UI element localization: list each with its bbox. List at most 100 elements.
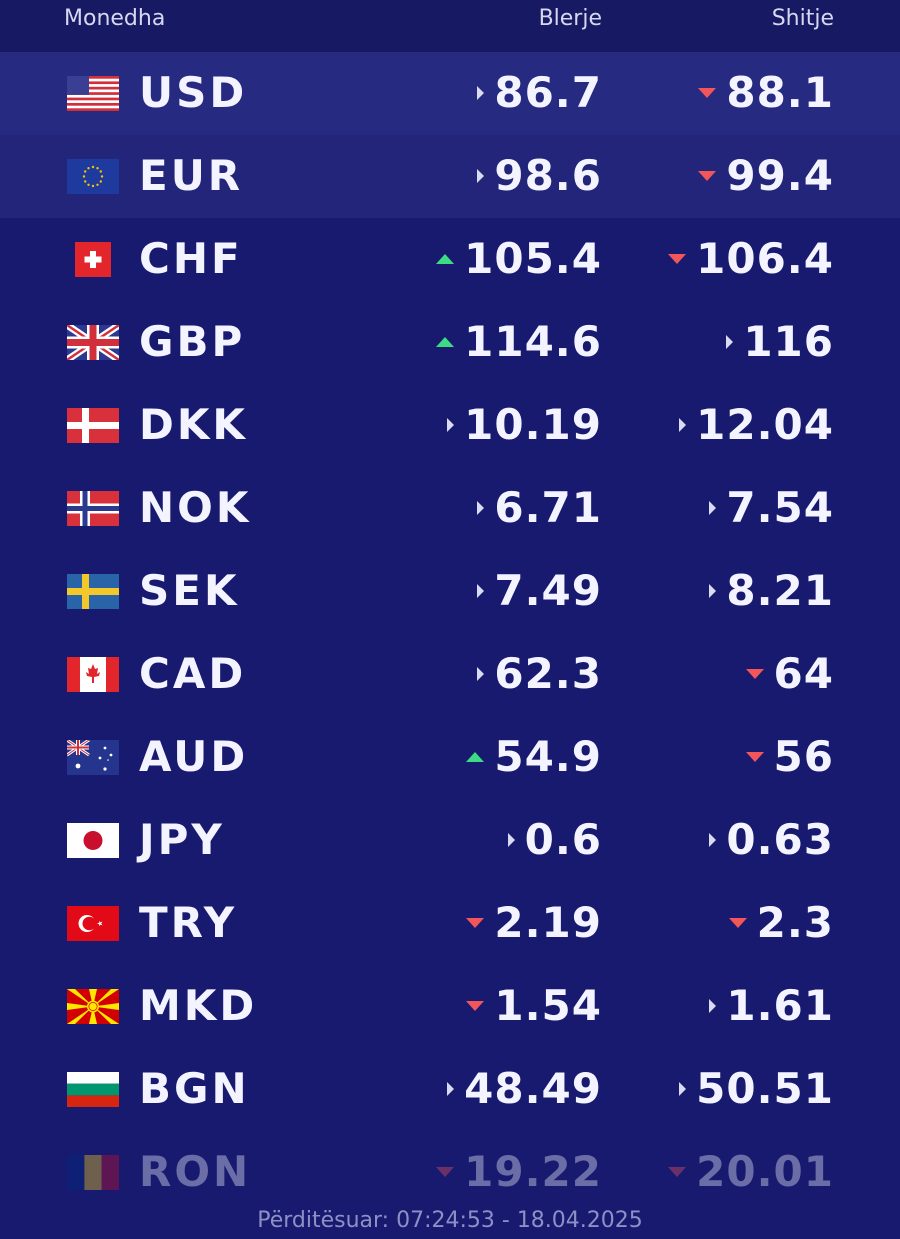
trend-flat-icon	[477, 501, 485, 515]
buy-rate: 98.6	[477, 152, 602, 200]
buy-rate: 7.49	[477, 567, 602, 615]
sell-rate: 99.4	[698, 152, 834, 200]
trend-down-icon	[466, 918, 485, 928]
sell-rate: 64	[745, 650, 834, 698]
rate-row-dkk[interactable]: DKK 10.19 12.04	[0, 384, 900, 467]
trend-up-icon	[436, 254, 455, 264]
bg-flag-icon	[67, 1072, 119, 1107]
currency-code: NOK	[139, 483, 252, 532]
currency-column-header: Monedha	[64, 6, 166, 31]
buy-rate: 1.54	[466, 982, 602, 1030]
trend-flat-icon	[477, 86, 485, 100]
currency-code: JPY	[139, 815, 225, 864]
ch-flag-icon	[67, 242, 119, 277]
gb-flag-icon	[67, 325, 119, 360]
buy-rate: 0.6	[507, 816, 602, 864]
currency-code: TRY	[139, 898, 238, 947]
trend-flat-icon	[709, 501, 717, 515]
eu-flag-icon	[67, 159, 119, 194]
trend-down-icon	[436, 1167, 455, 1177]
trend-down-icon	[728, 918, 747, 928]
no-flag-icon	[67, 491, 119, 526]
trend-flat-icon	[679, 418, 687, 432]
trend-down-icon	[668, 254, 687, 264]
sell-rate: 106.4	[668, 235, 834, 283]
trend-flat-icon	[726, 335, 734, 349]
sell-rate: 12.04	[679, 401, 834, 449]
trend-down-icon	[668, 1167, 687, 1177]
sell-rate: 88.1	[698, 69, 834, 117]
sell-rate: 7.54	[709, 484, 834, 532]
rate-row-eur[interactable]: EUR 98.6 99.4	[0, 135, 900, 218]
buy-rate: 105.4	[436, 235, 602, 283]
trend-flat-icon	[709, 999, 717, 1013]
rate-row-chf[interactable]: CHF 105.4 106.4	[0, 218, 900, 301]
currency-code: CAD	[139, 649, 247, 698]
rate-row-try[interactable]: TRY 2.19 2.3	[0, 882, 900, 965]
trend-flat-icon	[477, 584, 485, 598]
trend-down-icon	[745, 669, 764, 679]
trend-flat-icon	[447, 418, 455, 432]
trend-down-icon	[466, 1001, 485, 1011]
buy-rate: 10.19	[447, 401, 602, 449]
last-updated-text: Përditësuar: 07:24:53 - 18.04.2025	[257, 1208, 643, 1233]
sell-rate: 2.3	[728, 899, 834, 947]
trend-flat-icon	[709, 584, 717, 598]
currency-code: BGN	[139, 1064, 250, 1113]
buy-rate: 6.71	[477, 484, 602, 532]
buy-rate: 114.6	[436, 318, 602, 366]
rate-row-jpy[interactable]: JPY 0.6 0.63	[0, 799, 900, 882]
rate-row-cad[interactable]: CAD 62.3 64	[0, 633, 900, 716]
trend-down-icon	[698, 171, 717, 181]
sell-rate: 20.01	[668, 1148, 834, 1196]
sell-rate: 116	[726, 318, 834, 366]
dk-flag-icon	[67, 408, 119, 443]
trend-flat-icon	[477, 169, 485, 183]
exchange-rate-list: USD 86.7 88.1 EUR 98.6 99.4	[0, 52, 900, 1214]
ro-flag-icon	[67, 1155, 119, 1190]
buy-rate: 86.7	[477, 69, 602, 117]
table-header: Monedha Blerje Shitje	[0, 0, 900, 52]
rate-row-mkd[interactable]: MKD 1.54 1.61	[0, 965, 900, 1048]
sell-column-header: Shitje	[771, 6, 834, 31]
trend-down-icon	[745, 752, 764, 762]
currency-code: USD	[139, 68, 248, 117]
trend-up-icon	[436, 337, 455, 347]
trend-down-icon	[698, 88, 717, 98]
trend-flat-icon	[679, 1082, 687, 1096]
buy-column-header: Blerje	[538, 6, 602, 31]
sell-rate: 50.51	[679, 1065, 834, 1113]
trend-flat-icon	[447, 1082, 455, 1096]
currency-code: RON	[139, 1147, 252, 1196]
currency-code: EUR	[139, 151, 244, 200]
rate-row-usd[interactable]: USD 86.7 88.1	[0, 52, 900, 135]
buy-rate: 48.49	[447, 1065, 602, 1113]
buy-rate: 54.9	[466, 733, 602, 781]
trend-flat-icon	[709, 833, 717, 847]
currency-code: CHF	[139, 234, 243, 283]
ca-flag-icon	[67, 657, 119, 692]
trend-up-icon	[466, 752, 485, 762]
rate-row-aud[interactable]: AUD 54.9 56	[0, 716, 900, 799]
sell-rate: 56	[745, 733, 834, 781]
rate-row-ron[interactable]: RON 19.22 20.01	[0, 1131, 900, 1214]
currency-code: DKK	[139, 400, 248, 449]
currency-code: AUD	[139, 732, 249, 781]
us-flag-icon	[67, 76, 119, 111]
sell-rate: 1.61	[709, 982, 834, 1030]
trend-flat-icon	[477, 667, 485, 681]
buy-rate: 19.22	[436, 1148, 602, 1196]
sell-rate: 8.21	[709, 567, 834, 615]
sell-rate: 0.63	[709, 816, 834, 864]
rate-row-sek[interactable]: SEK 7.49 8.21	[0, 550, 900, 633]
rate-row-gbp[interactable]: GBP 114.6 116	[0, 301, 900, 384]
rate-row-bgn[interactable]: BGN 48.49 50.51	[0, 1048, 900, 1131]
buy-rate: 2.19	[466, 899, 602, 947]
currency-code: MKD	[139, 981, 258, 1030]
tr-flag-icon	[67, 906, 119, 941]
se-flag-icon	[67, 574, 119, 609]
trend-flat-icon	[507, 833, 515, 847]
currency-code: SEK	[139, 566, 240, 615]
rate-row-nok[interactable]: NOK 6.71 7.54	[0, 467, 900, 550]
currency-code: GBP	[139, 317, 246, 366]
